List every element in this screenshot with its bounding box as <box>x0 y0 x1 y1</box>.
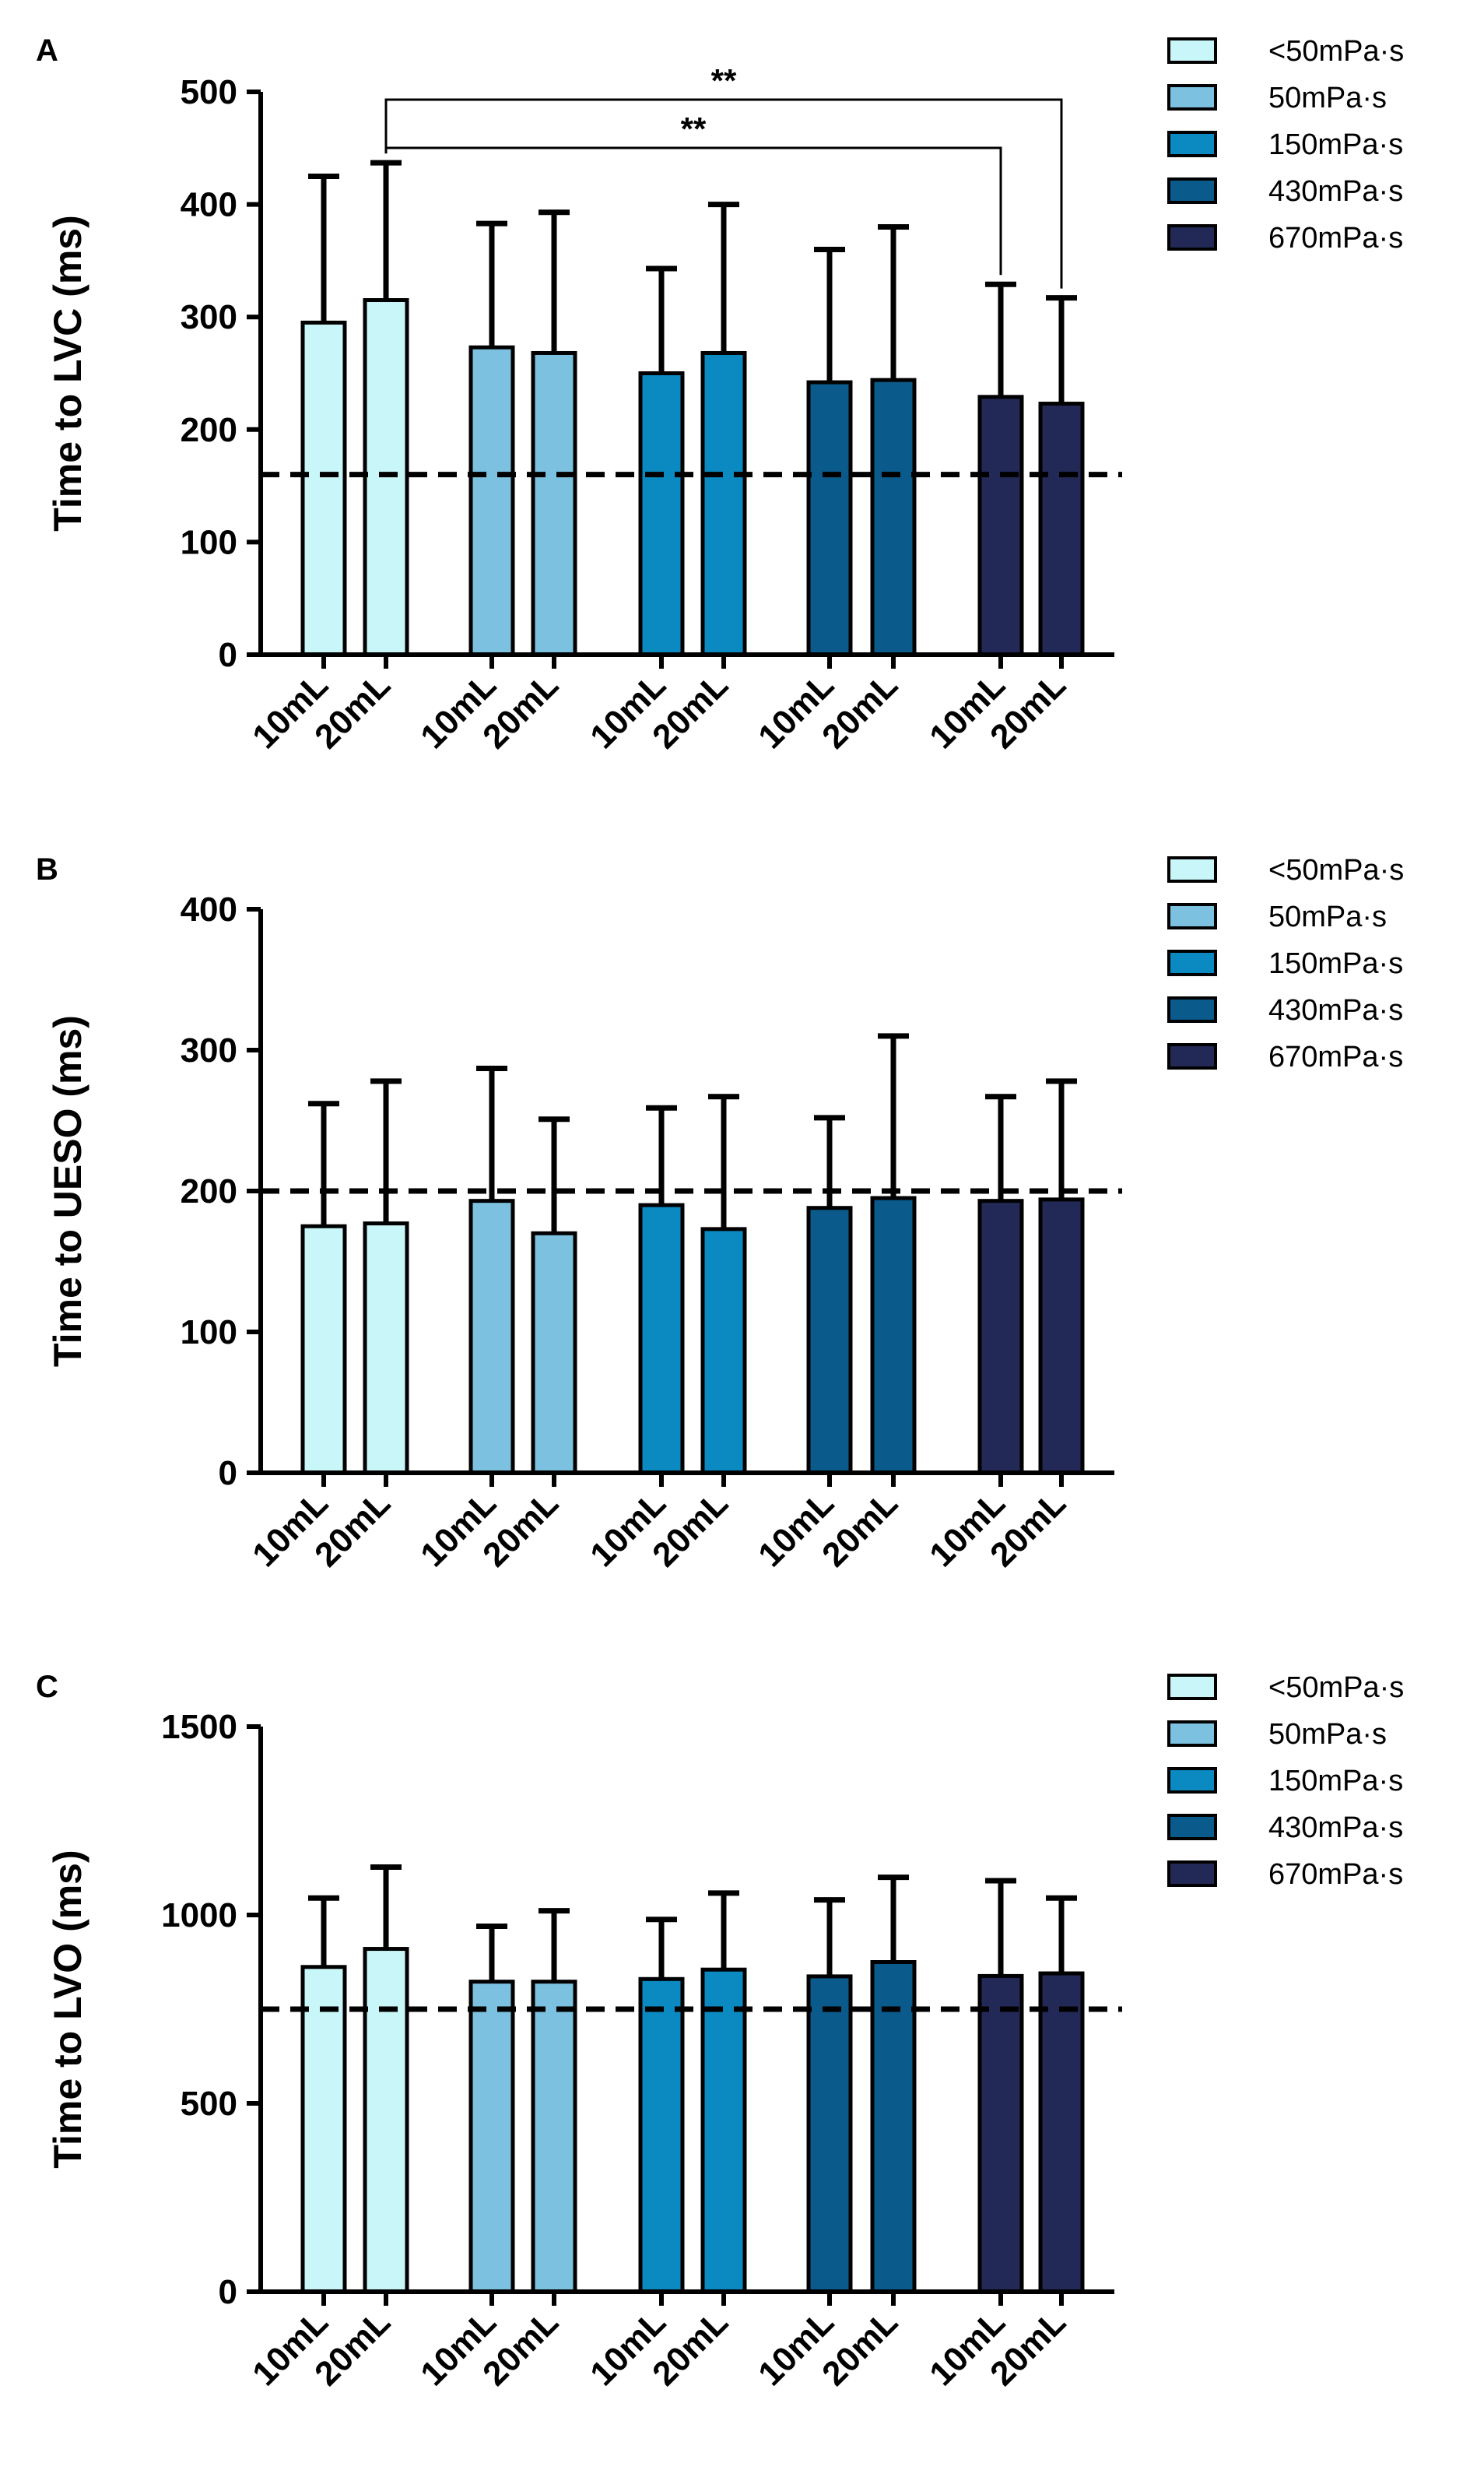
legend-label: 670mPa·s <box>1268 222 1403 255</box>
x-tick-label: 20mL <box>815 1484 905 1574</box>
panel-letter: B <box>36 852 58 887</box>
legend-swatch <box>1167 1767 1217 1794</box>
legend-label: <50mPa·s <box>1268 854 1404 887</box>
bar <box>700 350 747 657</box>
legend-label: 670mPa·s <box>1268 1858 1403 1891</box>
legend-swatch <box>1167 1720 1217 1747</box>
significance-bracket <box>384 146 1002 276</box>
y-axis-label: Time to LVC (ms) <box>46 215 89 532</box>
y-tick-label: 200 <box>181 1172 237 1210</box>
bar <box>468 345 515 657</box>
bar <box>638 1976 685 2294</box>
bar <box>806 1206 853 1475</box>
bar <box>1038 1197 1085 1475</box>
y-tick-label: 300 <box>181 1031 237 1070</box>
y-axis-label: Time to LVO (ms) <box>46 1850 89 2168</box>
y-tick-label: 200 <box>181 411 237 449</box>
legend-swatch <box>1167 950 1217 976</box>
legend-label: 50mPa·s <box>1268 1718 1387 1751</box>
bar <box>638 371 685 657</box>
bar <box>531 1980 577 2294</box>
y-tick-label: 0 <box>219 636 237 674</box>
bar <box>300 320 347 657</box>
legend-label: <50mPa·s <box>1268 1671 1404 1704</box>
bar <box>870 1196 917 1475</box>
legend-swatch <box>1167 1043 1217 1070</box>
legend-swatch <box>1167 131 1217 157</box>
legend-swatch <box>1167 84 1217 111</box>
legend-swatch <box>1167 1674 1217 1700</box>
legend-label: 430mPa·s <box>1268 994 1403 1027</box>
legend-swatch <box>1167 224 1217 251</box>
bar <box>300 1965 347 2294</box>
bar <box>531 350 577 657</box>
x-tick-label: 20mL <box>815 666 905 756</box>
legend-label: 150mPa·s <box>1268 947 1403 980</box>
legend-label: 150mPa·s <box>1268 128 1403 161</box>
bar <box>977 1199 1024 1475</box>
legend-swatch <box>1167 856 1217 883</box>
legend-label: 150mPa·s <box>1268 1765 1403 1797</box>
legend-label: 50mPa·s <box>1268 901 1387 933</box>
legend-swatch <box>1167 996 1217 1023</box>
y-tick-label: 100 <box>181 523 237 561</box>
bar <box>638 1203 685 1475</box>
y-axis-label: Time to UESO (ms) <box>46 1015 89 1367</box>
legend-label: <50mPa·s <box>1268 35 1404 68</box>
bar <box>300 1224 347 1475</box>
bar <box>468 1199 515 1475</box>
significance-bracket <box>384 98 1063 289</box>
legend-swatch <box>1167 37 1217 64</box>
bar <box>1038 402 1085 657</box>
legend-label: 670mPa·s <box>1268 1041 1403 1073</box>
bar <box>700 1967 747 2294</box>
bar <box>468 1980 515 2294</box>
bar <box>1038 1971 1085 2294</box>
y-tick-label: 100 <box>181 1313 237 1351</box>
y-tick-label: 1000 <box>161 1896 237 1934</box>
y-tick-label: 1500 <box>161 1708 237 1746</box>
significance-label: ** <box>711 62 737 99</box>
bar <box>531 1231 577 1475</box>
bar <box>363 298 409 657</box>
y-tick-label: 300 <box>181 298 237 336</box>
y-tick-label: 500 <box>181 2085 237 2123</box>
legend-label: 430mPa·s <box>1268 1811 1403 1844</box>
y-tick-label: 400 <box>181 891 237 929</box>
y-tick-label: 400 <box>181 186 237 224</box>
legend-label: 50mPa·s <box>1268 82 1387 114</box>
bar <box>700 1227 747 1475</box>
y-tick-label: 0 <box>219 1454 237 1492</box>
bar <box>806 1974 853 2294</box>
panel-letter: C <box>36 1670 58 1704</box>
y-tick-label: 0 <box>219 2273 237 2311</box>
legend-swatch <box>1167 1814 1217 1840</box>
significance-label: ** <box>681 111 707 147</box>
panel-letter: A <box>36 33 58 68</box>
bar <box>977 395 1024 657</box>
bar <box>870 378 917 657</box>
legend-swatch <box>1167 903 1217 929</box>
bar <box>363 1221 409 1475</box>
legend-label: 430mPa·s <box>1268 175 1403 208</box>
bar <box>977 1973 1024 2294</box>
bar <box>363 1947 409 2294</box>
legend-swatch <box>1167 177 1217 204</box>
bar <box>806 380 853 657</box>
legend-swatch <box>1167 1860 1217 1887</box>
y-tick-label: 500 <box>181 73 237 111</box>
x-tick-label: 20mL <box>815 2303 905 2393</box>
